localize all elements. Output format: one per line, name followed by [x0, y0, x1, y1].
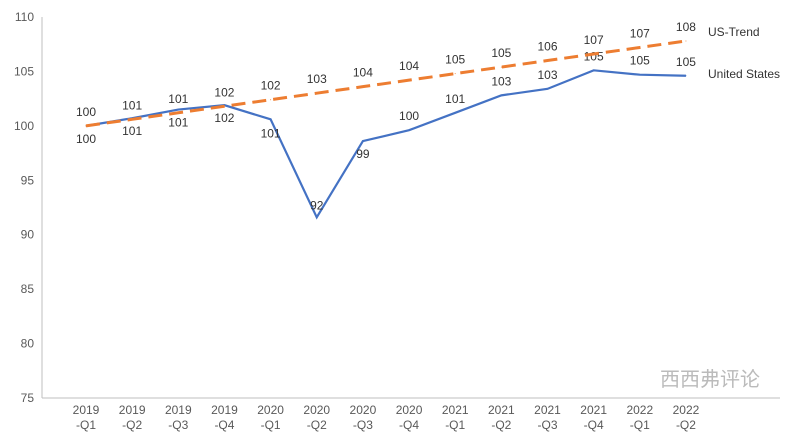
y-tick-label: 100 [14, 119, 34, 133]
x-tick-label: -Q2 [491, 418, 511, 432]
data-point [131, 118, 133, 120]
data-label: 101 [122, 98, 142, 112]
data-label: 100 [399, 109, 419, 123]
data-point [547, 88, 548, 90]
x-tick-label: 2019 [73, 403, 100, 417]
x-tick-label: -Q4 [399, 418, 419, 432]
data-label: 101 [445, 92, 465, 106]
x-tick-label: -Q1 [76, 418, 96, 432]
data-label: 102 [261, 79, 281, 93]
data-point [223, 105, 225, 107]
data-point [85, 125, 87, 127]
data-label: 104 [399, 59, 419, 73]
data-label: 103 [537, 68, 557, 82]
data-point [270, 118, 272, 120]
data-label: 101 [168, 116, 188, 130]
x-tick-label: 2020 [350, 403, 377, 417]
x-tick-label: 2019 [119, 403, 146, 417]
data-label: 102 [214, 111, 234, 125]
x-tick-label: -Q3 [537, 418, 557, 432]
x-tick-label: -Q2 [122, 418, 142, 432]
x-tick-label: 2021 [442, 403, 469, 417]
x-tick-label: 2020 [257, 403, 284, 417]
x-tick-label: 2021 [534, 403, 561, 417]
data-label: 100 [76, 132, 96, 146]
data-label: 103 [307, 72, 327, 86]
y-tick-label: 90 [21, 228, 35, 242]
data-label: 101 [168, 92, 188, 106]
data-point [685, 75, 687, 77]
data-label: 105 [445, 53, 465, 67]
y-tick-label: 110 [15, 10, 34, 24]
y-tick-label: 85 [21, 282, 35, 296]
data-label: 102 [214, 85, 234, 99]
x-tick-label: 2021 [488, 403, 515, 417]
data-point [547, 60, 548, 62]
data-label: 104 [353, 66, 373, 80]
x-tick-label: -Q2 [676, 418, 696, 432]
data-point [362, 86, 364, 88]
legend-label: US-Trend [708, 25, 760, 39]
x-tick-label: -Q3 [168, 418, 188, 432]
x-tick-label: 2020 [303, 403, 330, 417]
watermark: 西西弗评论 [660, 367, 760, 391]
data-label: 100 [76, 105, 96, 119]
data-label: 103 [491, 74, 511, 88]
data-point [408, 79, 410, 81]
legend-label: United States [708, 67, 780, 81]
y-tick-label: 75 [21, 391, 35, 405]
data-point [316, 92, 318, 94]
data-label: 105 [491, 46, 511, 60]
data-point [685, 40, 687, 42]
x-tick-label: -Q1 [445, 418, 465, 432]
series-line-united-states [85, 69, 686, 220]
x-tick-label: -Q3 [353, 418, 373, 432]
data-point [177, 112, 179, 114]
data-label: 106 [537, 40, 557, 54]
data-point [177, 109, 179, 111]
data-point [362, 140, 364, 142]
data-point [270, 99, 272, 101]
series-line-us-trend [85, 39, 687, 128]
x-tick-label: 2022 [626, 403, 653, 417]
data-point [593, 69, 595, 71]
x-tick-label: -Q1 [261, 418, 281, 432]
x-tick-label: 2020 [396, 403, 423, 417]
data-label: 107 [630, 26, 650, 40]
x-tick-label: 2021 [580, 403, 607, 417]
x-tick-label: -Q1 [630, 418, 650, 432]
x-tick-label: 2019 [211, 403, 238, 417]
y-tick-label: 105 [14, 64, 34, 78]
data-point [639, 74, 641, 76]
data-point [639, 46, 641, 48]
data-point [454, 73, 456, 75]
y-tick-label: 80 [21, 337, 35, 351]
data-point [316, 216, 318, 218]
y-tick-label: 95 [21, 173, 35, 187]
data-point [500, 94, 502, 96]
data-label: 108 [676, 20, 696, 34]
x-tick-label: 2022 [673, 403, 700, 417]
data-point [593, 53, 595, 55]
data-label: 101 [261, 126, 281, 140]
data-label: 105 [630, 54, 650, 68]
data-label: 105 [676, 55, 696, 69]
x-tick-label: -Q2 [307, 418, 327, 432]
x-tick-label: 2019 [165, 403, 192, 417]
data-point [408, 129, 410, 131]
x-tick-label: -Q4 [214, 418, 234, 432]
data-label: 101 [122, 124, 142, 138]
data-label: 105 [584, 49, 604, 63]
data-label: 99 [356, 147, 370, 161]
data-point [500, 66, 502, 68]
data-point [454, 112, 456, 114]
data-label: 92 [310, 198, 324, 212]
data-label: 107 [584, 33, 604, 47]
x-tick-label: -Q4 [584, 418, 604, 432]
